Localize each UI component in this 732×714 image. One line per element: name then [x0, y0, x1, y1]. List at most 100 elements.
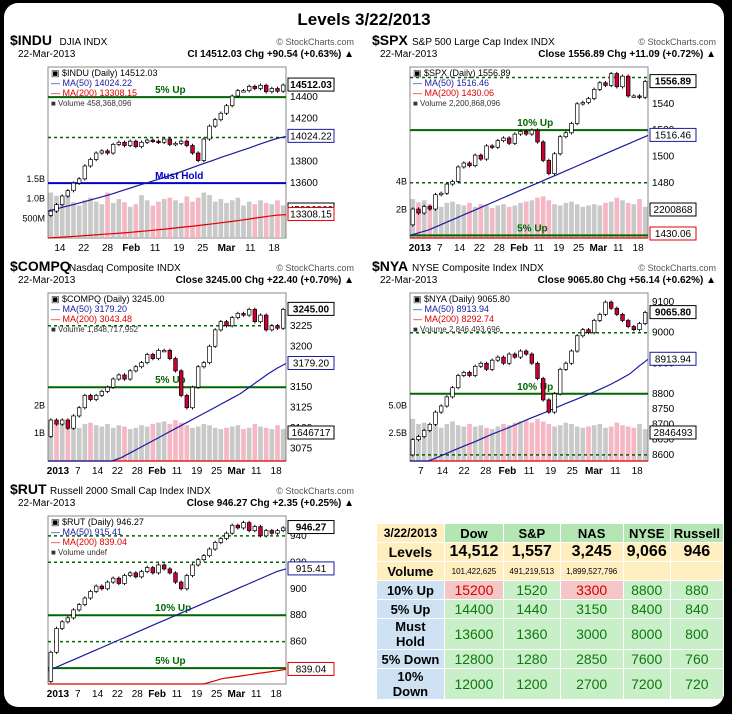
nya-xtick-label: 25 [567, 466, 579, 477]
compq-candle [48, 419, 54, 437]
indu-candle [76, 178, 82, 184]
compq-volume-bar [201, 423, 207, 461]
spx-ytick-label: 1540 [652, 99, 675, 110]
indu-volume-bar [178, 202, 184, 238]
rut-candle [178, 581, 184, 590]
spx-date: 22-Mar-2013 [380, 49, 438, 60]
indu-close-summary: CI 14512.03 Chg +90.54 (+0.63%) ▲ [187, 49, 354, 60]
table-cell: 14,512 [443, 542, 504, 562]
nya-date: 22-Mar-2013 [380, 275, 438, 286]
table-row-label: 10% Up [376, 580, 445, 600]
spx-volume-bar [557, 205, 563, 238]
spx-price-label-box [649, 74, 697, 89]
nya-candle [512, 353, 518, 358]
indu-volume-bar [241, 205, 246, 238]
compq-volume-bar [218, 429, 224, 461]
indu-volume-bar [258, 200, 263, 238]
rut-xtick-label: 22 [112, 689, 124, 700]
compq-volume-tick-label: 1B [34, 428, 45, 438]
spx-chart-svg: $SPX S&P 500 Large Cap Index INDX © StockC… [372, 32, 716, 254]
compq-volume-bar [139, 425, 144, 461]
spx-candle [637, 95, 642, 98]
indu-xtick-label: Feb [122, 243, 140, 254]
nya-candle [563, 362, 569, 370]
spx-level-label: 10% Up [517, 118, 553, 129]
nya-xtick-label: Mar [585, 466, 603, 477]
compq-index-name: Nasdaq Composite INDX [69, 263, 181, 274]
indu-candle [88, 159, 93, 167]
rut-candle [116, 577, 122, 584]
rut-candle [184, 575, 190, 590]
spx-volume-bar [467, 202, 472, 238]
compq-candle [201, 362, 207, 368]
spx-symbol: $SPX [372, 32, 408, 48]
indu-ytick-label: 13800 [290, 157, 318, 168]
compq-volume-tick-label: 2B [34, 400, 45, 410]
spx-xtick-label: 14 [454, 243, 466, 254]
nya-candle [597, 314, 603, 321]
rut-candle [212, 542, 218, 550]
nya-volume-bar [478, 425, 484, 461]
nya-watermark: © StockCharts.com [638, 263, 716, 273]
indu-volume-bar [139, 195, 144, 238]
spx-volume-bar [631, 204, 637, 238]
compq-candle [99, 390, 105, 396]
compq-volume-bar [133, 427, 139, 461]
indu-volume-bar [93, 201, 99, 238]
spx-volume-tick-label: 2B [396, 205, 407, 215]
nya-ma50-label: 8913.94 [655, 354, 692, 365]
rut-candle [258, 526, 263, 537]
compq-candle [269, 325, 275, 331]
compq-volume-bar [99, 426, 105, 461]
nya-candle [614, 307, 620, 315]
indu-candle [65, 190, 71, 197]
compq-candle [65, 419, 71, 429]
indu-xtick-label: 19 [173, 243, 185, 254]
compq-legend-volume: ■ Volume 1,848,717,952 [51, 325, 139, 334]
rut-candle [275, 530, 280, 534]
spx-volume-bar [455, 204, 461, 238]
spx-price-label: 1556.89 [655, 77, 692, 88]
spx-candle [546, 160, 552, 174]
table-cell: 3,245 [559, 542, 624, 562]
spx-candle [450, 181, 455, 185]
compq-volume-bar [280, 429, 286, 461]
compq-ytick-label: 3200 [290, 341, 313, 352]
rut-xtick-label: 25 [211, 689, 223, 700]
compq-volume-bar [105, 423, 110, 461]
nya-volume-bar [427, 426, 433, 461]
nya-candle [642, 312, 648, 324]
compq-ma50-line [48, 362, 287, 462]
table-cell: 1,557 [502, 542, 561, 562]
indu-ma50-label-box [287, 128, 335, 143]
indu-xtick-label: Mar [218, 243, 236, 254]
indu-candle [48, 210, 54, 216]
spx-candle [529, 129, 535, 135]
nya-candle [455, 375, 461, 389]
table-cell: 1440 [502, 599, 561, 619]
spx-volume-bar [642, 206, 648, 238]
nya-candle [438, 405, 444, 413]
indu-volume-bar [133, 204, 139, 238]
nya-ytick-label: 8600 [652, 450, 675, 461]
rut-ma200-line [48, 668, 287, 685]
spx-candle [478, 154, 484, 160]
indu-candle [246, 86, 252, 92]
indu-index-name: DJIA INDX [60, 37, 108, 48]
spx-candle [580, 102, 586, 105]
compq-candle [229, 317, 235, 327]
nya-volume-tick-label: 2.5B [388, 428, 407, 438]
indu-volume-bar [156, 201, 161, 238]
indu-candle [241, 90, 246, 93]
nya-level-label: 10% Up [517, 382, 553, 393]
indu-price-label-box [287, 77, 335, 92]
spx-volume-bar [484, 205, 489, 238]
indu-volume-bar [212, 201, 218, 238]
spx-volume-bar [506, 206, 512, 238]
nya-candle [506, 353, 512, 364]
rut-watermark: © StockCharts.com [276, 486, 354, 496]
spx-volume-bar [540, 196, 546, 238]
rut-price-label-box [287, 520, 335, 535]
nya-legend-ma50: — MA(50) 8913.94 [413, 304, 489, 314]
rut-xtick-label: 11 [251, 689, 262, 700]
